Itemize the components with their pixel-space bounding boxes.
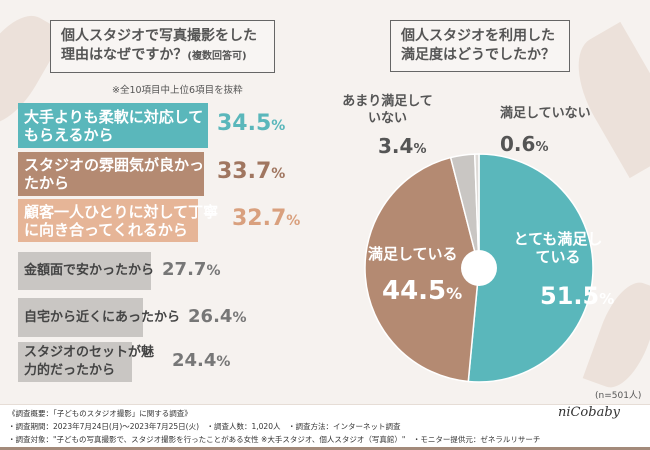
pie-value-very-satisfied: 51.5% [540,282,615,310]
bar-label: 大手よりも柔軟に対応してもらえるから [24,107,204,144]
question-note: (複数回答可) [187,51,247,62]
left-question: 個人スタジオで写真撮影をした 理由はなぜですか？(複数回答可) [50,20,275,73]
value-text: 51.5 [540,282,600,310]
bar-value: 27.7% [162,259,220,280]
value-text: 26.4 [188,305,233,327]
unit: % [286,212,301,229]
bar-2: スタジオの雰囲気が良かったから [18,152,204,196]
question-line: 個人スタジオを利用した [401,28,555,44]
pie-slice-1 [467,153,594,383]
bar-6: スタジオのセットが魅力的だったから [18,342,154,382]
unit: % [271,117,286,134]
bar-label: 自宅から近くにあったから [24,309,181,325]
sample-size: (n=501人) [595,391,642,401]
bar-label: スタジオのセットが魅力的だったから [24,345,155,378]
bar-note: ※全10項目中上位6項目を抜粋 [112,85,243,96]
survey-period: ・調査期間：2023年7月24日(月)～2023年7月25日(火) ・調査人数：… [8,422,401,431]
pie-center-hole [461,250,497,286]
pie-label-somewhat-unsatisfied: あまり満足していない [342,94,433,126]
pie-value-somewhat-unsatisfied: 3.4% [378,134,427,158]
nicobaby-logo: niCobaby [557,405,620,420]
bar-4: 金額面で安かったから [18,252,155,290]
value-text: 33.7 [217,159,272,184]
value-text: 27.7 [162,259,207,280]
bar-value: 34.5% [217,111,285,136]
pie-label-satisfied: 満足している [368,245,458,263]
pie-label-unsatisfied: 満足していない [500,106,591,121]
value-text: 34.5 [217,110,272,136]
value-text: 3.4 [378,134,414,158]
bar-label: 金額面で安かったから [24,263,155,278]
value-text: 44.5 [382,276,447,306]
bar-label: スタジオの雰囲気が良かったから [24,156,205,192]
bar-value: 33.7% [217,159,285,184]
bar-5: 自宅から近くにあったから [18,298,180,337]
bar-label: 顧客一人ひとりに対して丁寧に向き合ってくれるから [24,202,219,239]
value-text: 32.7 [232,205,287,231]
unit: % [232,309,247,326]
pie-value-satisfied: 44.5% [382,276,463,306]
survey-title: 《調査概要：「子どものスタジオ撮影」に関する調査》 [8,409,192,418]
survey-target: ・調査対象："子どもの写真撮影で、スタジオ撮影を行ったことがある女性 ※大手スタ… [8,435,541,444]
pie-label-very-satisfied: とても満足している [513,230,603,266]
unit: % [206,263,221,279]
question-line: 理由はなぜですか？ [61,47,188,63]
bar-value: 32.7% [232,206,300,231]
bar-3: 顧客一人ひとりに対して丁寧に向き合ってくれるから [18,199,218,242]
bar-1: 大手よりも柔軟に対応してもらえるから [18,103,208,148]
footer: 《調査概要：「子どものスタジオ撮影」に関する調査》 ・調査期間：2023年7月2… [0,404,650,450]
bar-value: 24.4% [172,350,230,371]
right-question: 個人スタジオを利用した 満足度はどうでしたか？ [390,20,570,72]
value-text: 24.4 [172,350,217,371]
pie-slice-4 [473,153,480,269]
value-text: 0.6 [500,132,536,156]
pie-slice-2 [364,156,480,383]
pie-value-unsatisfied: 0.6% [500,132,549,156]
question-line: 個人スタジオで写真撮影をした [61,28,257,44]
unit: % [271,166,286,182]
question-line: 満足度はどうでしたか？ [401,47,555,63]
unit: % [216,354,231,370]
bar-value: 26.4% [188,306,246,327]
